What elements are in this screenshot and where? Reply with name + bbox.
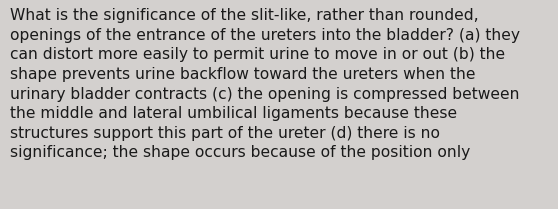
Text: What is the significance of the slit-like, rather than rounded,
openings of the : What is the significance of the slit-lik… [10,8,520,160]
